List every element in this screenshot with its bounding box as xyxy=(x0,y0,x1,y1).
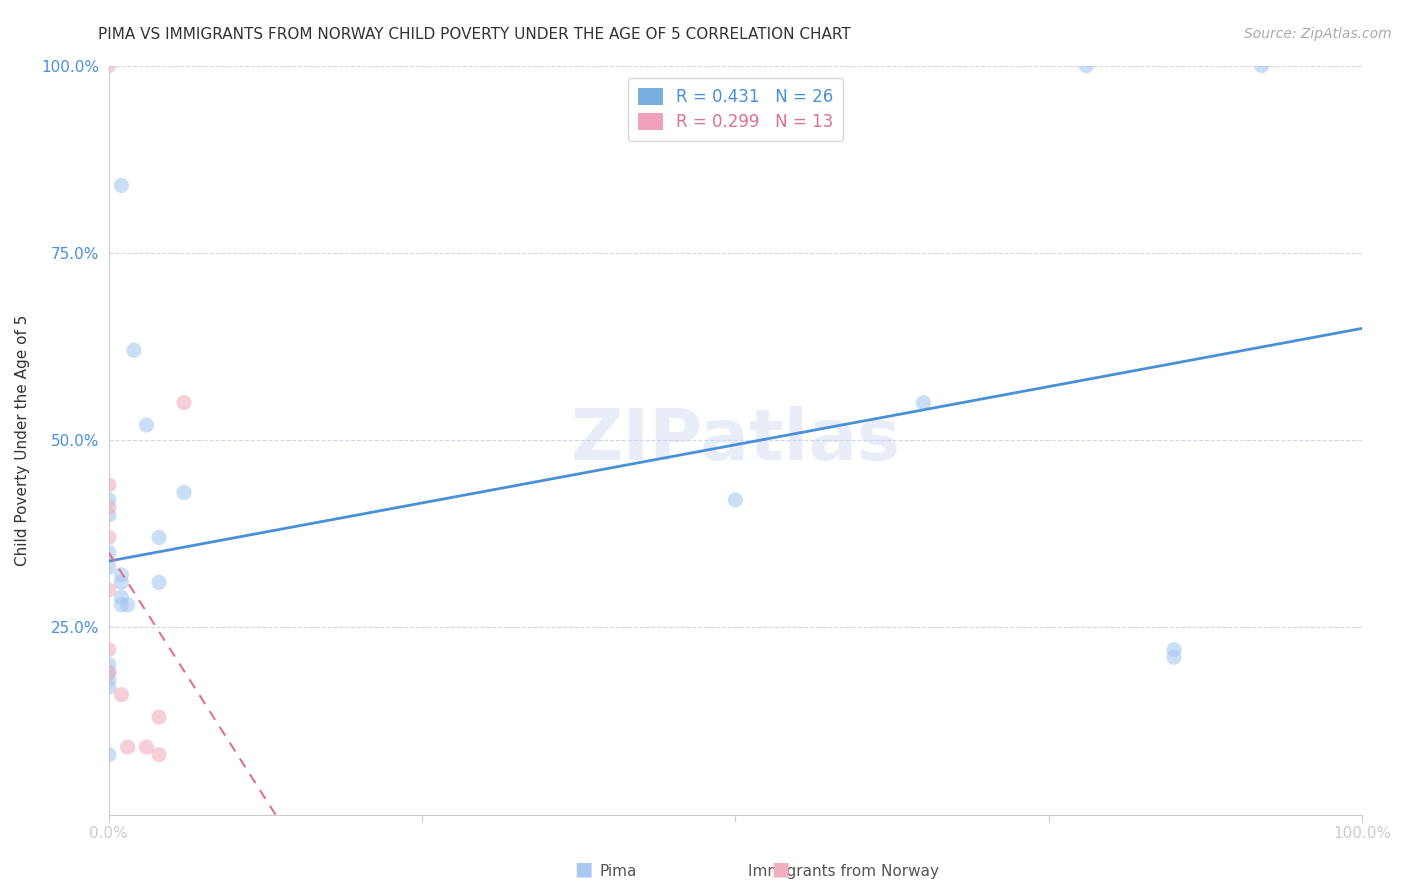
Point xyxy=(97,657,120,672)
Point xyxy=(148,530,170,544)
Text: Pima: Pima xyxy=(600,863,637,879)
Text: PIMA VS IMMIGRANTS FROM NORWAY CHILD POVERTY UNDER THE AGE OF 5 CORRELATION CHAR: PIMA VS IMMIGRANTS FROM NORWAY CHILD POV… xyxy=(98,27,851,42)
Point xyxy=(97,747,120,762)
Point xyxy=(97,508,120,522)
Point xyxy=(97,59,120,73)
Point xyxy=(173,485,195,500)
Legend: R = 0.431   N = 26, R = 0.299   N = 13: R = 0.431 N = 26, R = 0.299 N = 13 xyxy=(627,78,844,141)
Point xyxy=(97,545,120,559)
Point xyxy=(117,740,139,755)
Text: Source: ZipAtlas.com: Source: ZipAtlas.com xyxy=(1244,27,1392,41)
Point xyxy=(173,395,195,409)
Point xyxy=(110,598,132,612)
Point xyxy=(97,665,120,680)
Point xyxy=(135,418,157,433)
Point xyxy=(122,343,145,358)
Point xyxy=(110,567,132,582)
Point xyxy=(1250,59,1272,73)
Point xyxy=(148,575,170,590)
Point xyxy=(148,710,170,724)
Text: ■: ■ xyxy=(574,860,593,879)
Point xyxy=(97,582,120,597)
Point xyxy=(110,178,132,193)
Point xyxy=(110,688,132,702)
Point xyxy=(97,642,120,657)
Text: ZIPatlas: ZIPatlas xyxy=(571,406,900,475)
Text: ■: ■ xyxy=(770,860,790,879)
Text: Immigrants from Norway: Immigrants from Norway xyxy=(748,863,939,879)
Y-axis label: Child Poverty Under the Age of 5: Child Poverty Under the Age of 5 xyxy=(15,314,30,566)
Point xyxy=(97,680,120,694)
Point xyxy=(97,560,120,574)
Point xyxy=(912,395,935,409)
Point xyxy=(97,493,120,508)
Point xyxy=(110,591,132,605)
Point xyxy=(97,673,120,687)
Point xyxy=(1076,59,1098,73)
Point xyxy=(1163,650,1185,665)
Point xyxy=(1163,642,1185,657)
Point xyxy=(117,598,139,612)
Point xyxy=(148,747,170,762)
Point xyxy=(110,575,132,590)
Point xyxy=(135,740,157,755)
Point xyxy=(97,665,120,680)
Point xyxy=(724,493,747,508)
Point xyxy=(97,500,120,515)
Point xyxy=(97,530,120,544)
Point xyxy=(97,478,120,492)
